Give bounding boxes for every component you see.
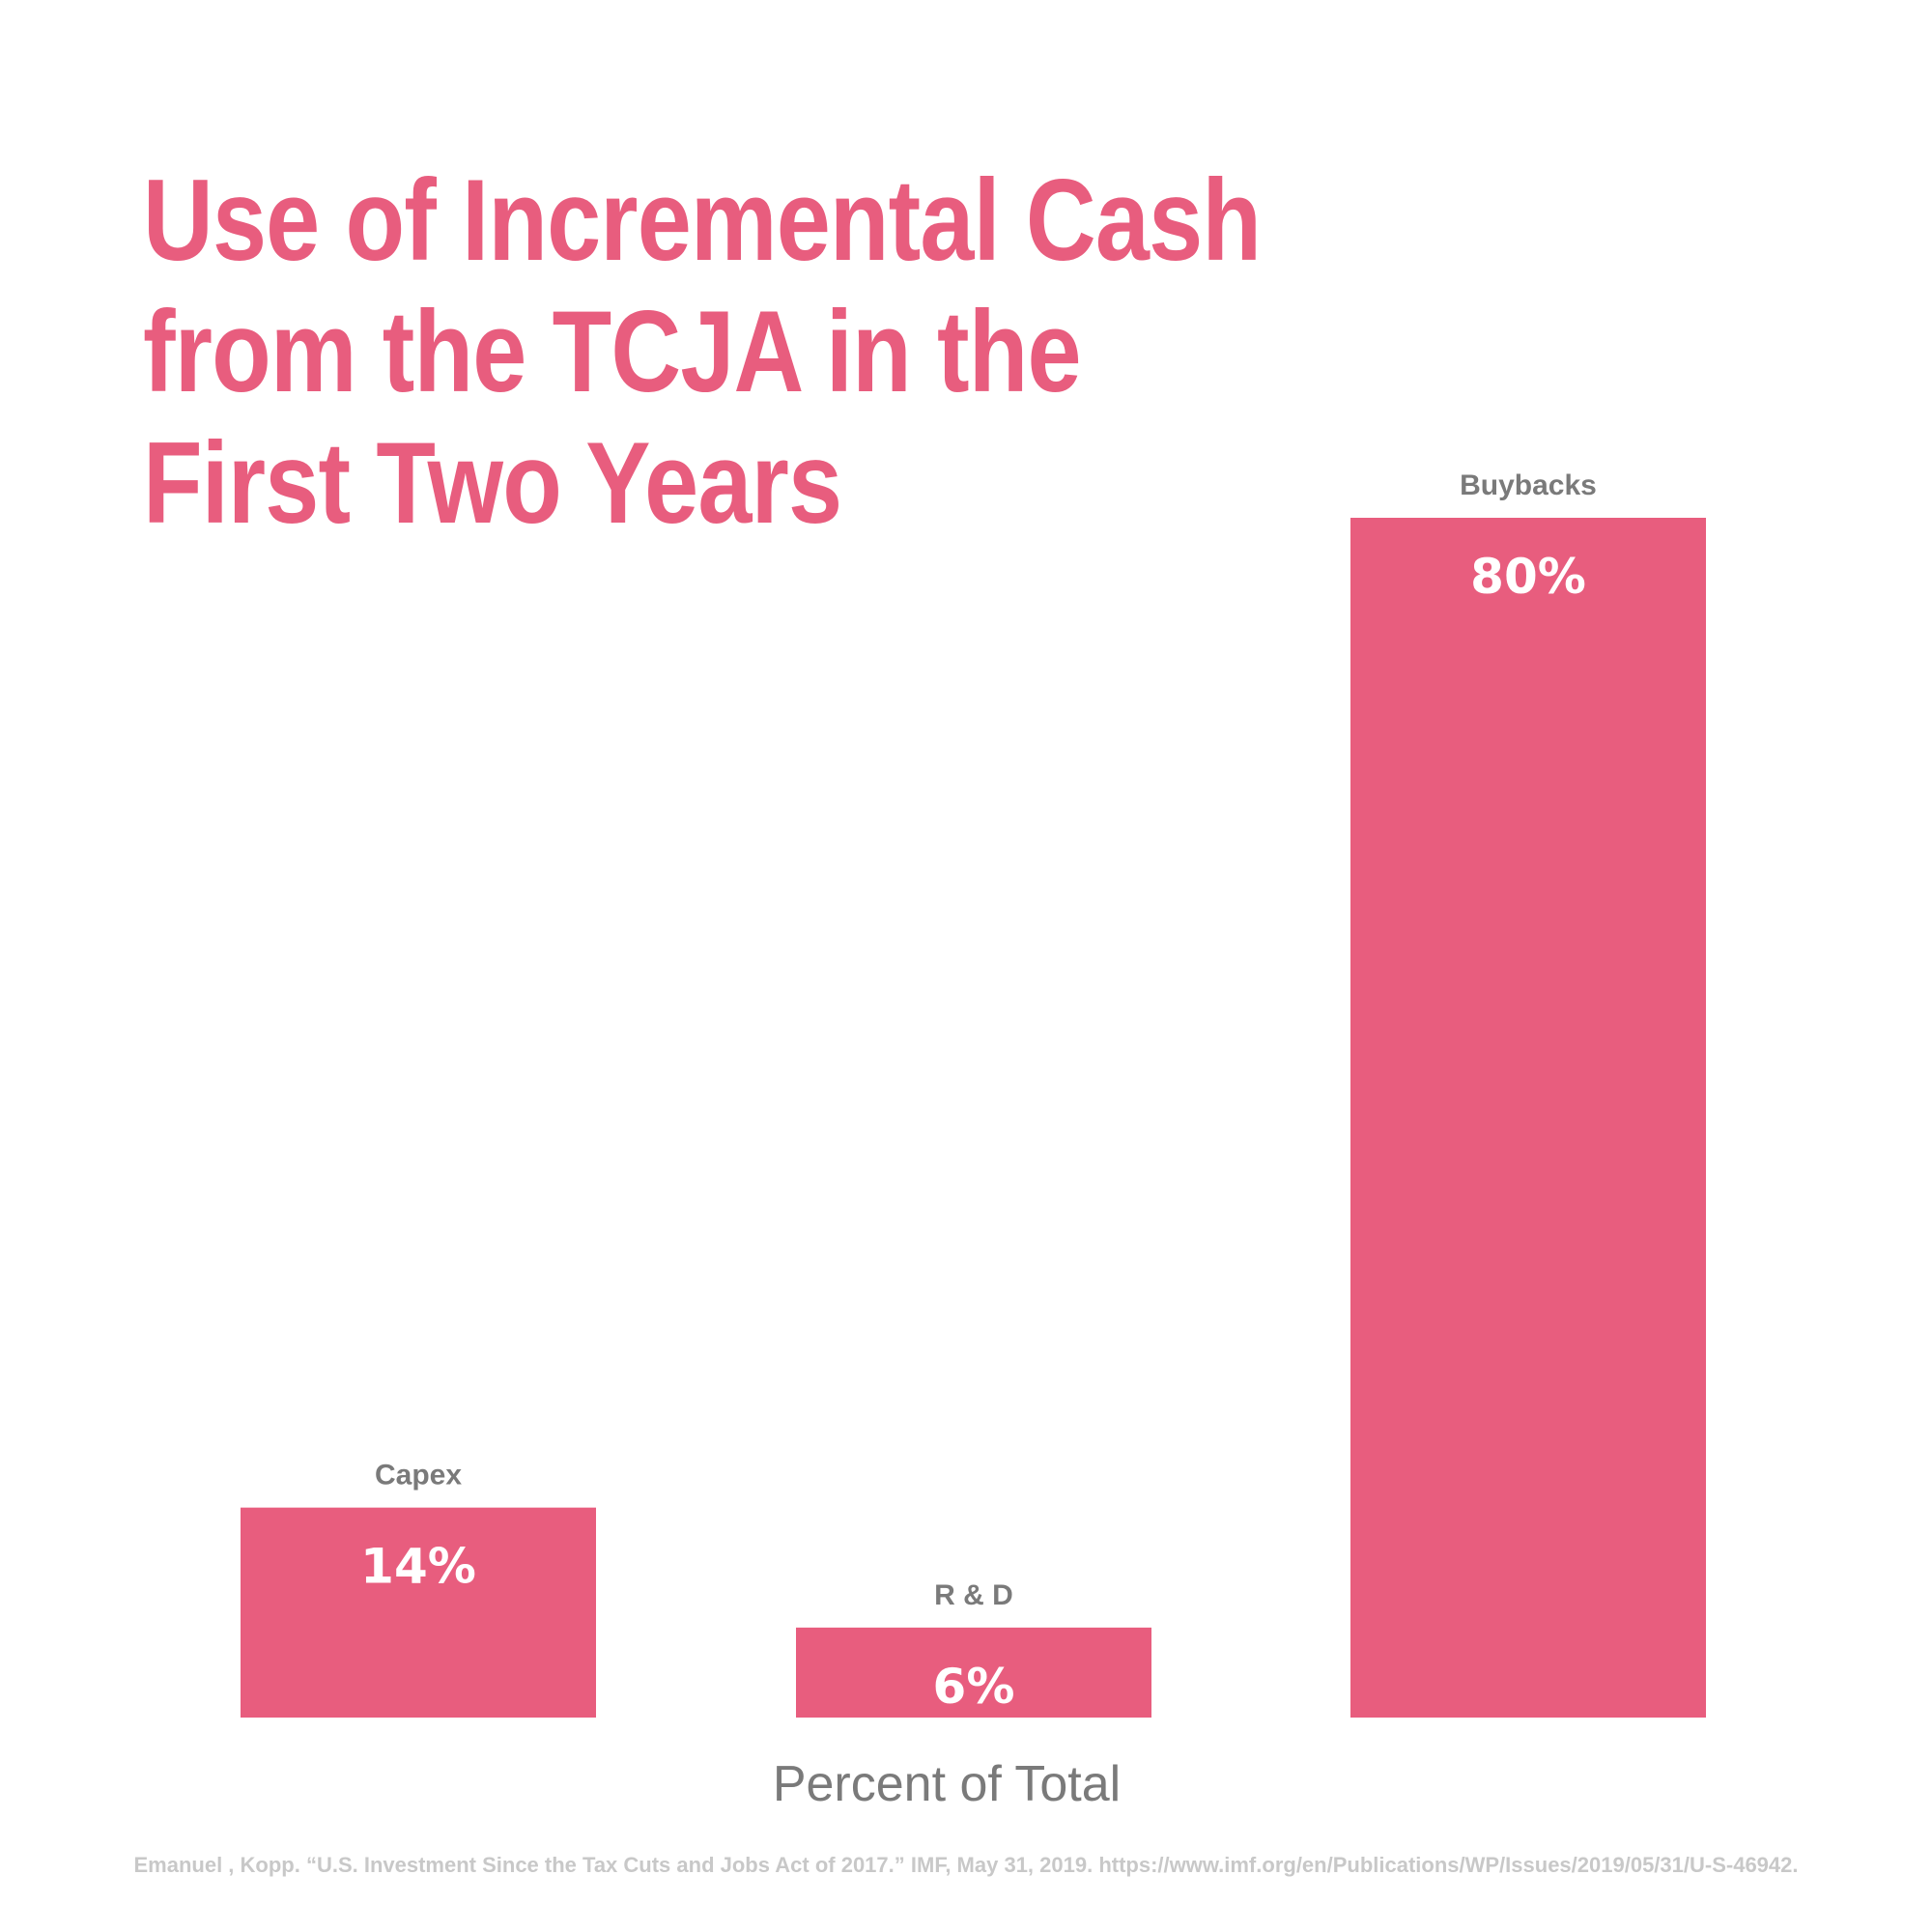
value-label-r-d: 6%: [933, 1659, 1015, 1715]
category-label-capex: Capex: [375, 1460, 462, 1492]
source-citation: Emanuel , Kopp. “U.S. Investment Since t…: [133, 1853, 1799, 1877]
category-label-r-d: R & D: [934, 1579, 1013, 1611]
bar-capex: [241, 1507, 596, 1718]
bars-group: Capex 14% R & D 6% Buybacks 80%: [241, 469, 1706, 1718]
x-axis-label: Percent of Total: [773, 1756, 1121, 1812]
chart-title: Use of Incremental Cash from the TCJA in…: [143, 155, 1279, 549]
bar-r-d: [796, 1627, 1151, 1718]
chart-title-line-1: Use of Incremental Cash: [143, 156, 1262, 285]
chart-title-line-3: First Two Years: [143, 418, 842, 548]
bar-buybacks: [1350, 518, 1706, 1718]
value-label-buybacks: 80%: [1470, 549, 1586, 605]
chart-title-line-2: from the TCJA in the: [143, 287, 1082, 416]
value-label-capex: 14%: [360, 1539, 476, 1595]
category-label-buybacks: Buybacks: [1460, 469, 1597, 501]
